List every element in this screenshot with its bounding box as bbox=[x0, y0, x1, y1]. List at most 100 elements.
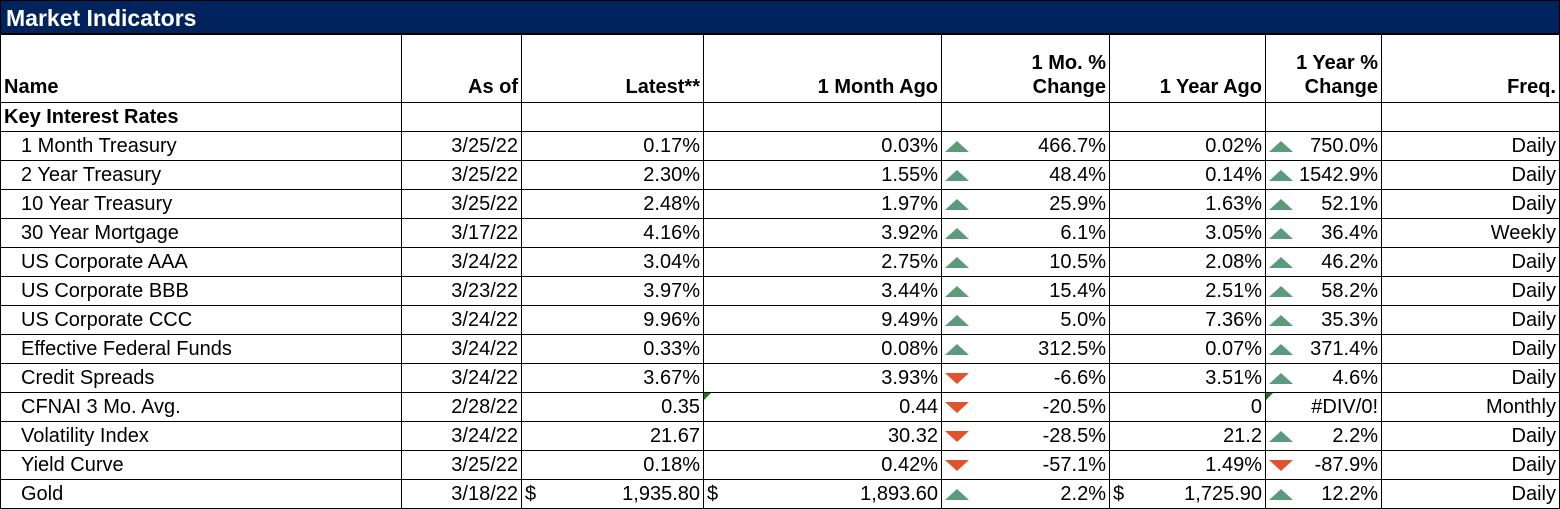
cell-latest[interactable]: 0.35 bbox=[521, 392, 704, 422]
cell-yr-change[interactable]: 46.2% bbox=[1265, 247, 1382, 277]
cell-freq[interactable]: Daily bbox=[1381, 160, 1560, 190]
cell-yr-change[interactable]: -87.9% bbox=[1265, 450, 1382, 480]
cell-freq[interactable]: Daily bbox=[1381, 247, 1560, 277]
cell-month-ago[interactable]: 0.08% bbox=[703, 334, 942, 364]
cell-month-ago[interactable]: 0.44 bbox=[703, 392, 942, 422]
cell-name[interactable]: 10 Year Treasury bbox=[0, 189, 402, 219]
sheet-title[interactable]: Market Indicators bbox=[0, 0, 1560, 34]
cell-freq[interactable]: Daily bbox=[1381, 131, 1560, 161]
cell-latest[interactable]: 2.48% bbox=[521, 189, 704, 219]
cell-as-of[interactable]: 3/25/22 bbox=[401, 450, 522, 480]
cell-month-ago[interactable]: 1.97% bbox=[703, 189, 942, 219]
cell-latest[interactable]: 21.67 bbox=[521, 421, 704, 451]
section-cell[interactable] bbox=[401, 102, 522, 132]
cell-mo-change[interactable]: -20.5% bbox=[941, 392, 1110, 422]
cell-yr-change[interactable]: 1542.9% bbox=[1265, 160, 1382, 190]
header-name[interactable]: Name bbox=[0, 34, 402, 103]
cell-yr-change[interactable]: 36.4% bbox=[1265, 218, 1382, 248]
cell-latest[interactable]: 3.04% bbox=[521, 247, 704, 277]
cell-year-ago[interactable]: $1,725.90 bbox=[1109, 479, 1266, 509]
cell-month-ago[interactable]: 3.92% bbox=[703, 218, 942, 248]
section-cell[interactable] bbox=[703, 102, 942, 132]
cell-name[interactable]: 30 Year Mortgage bbox=[0, 218, 402, 248]
cell-latest[interactable]: 0.18% bbox=[521, 450, 704, 480]
cell-latest[interactable]: $1,935.80 bbox=[521, 479, 704, 509]
cell-year-ago[interactable]: 21.2 bbox=[1109, 421, 1266, 451]
cell-name[interactable]: Volatility Index bbox=[0, 421, 402, 451]
cell-freq[interactable]: Daily bbox=[1381, 363, 1560, 393]
cell-year-ago[interactable]: 0.07% bbox=[1109, 334, 1266, 364]
cell-freq[interactable]: Monthly bbox=[1381, 392, 1560, 422]
section-cell[interactable] bbox=[1381, 102, 1560, 132]
cell-year-ago[interactable]: 0 bbox=[1109, 392, 1266, 422]
cell-mo-change[interactable]: 466.7% bbox=[941, 131, 1110, 161]
cell-name[interactable]: Yield Curve bbox=[0, 450, 402, 480]
cell-latest[interactable]: 9.96% bbox=[521, 305, 704, 335]
cell-mo-change[interactable]: 10.5% bbox=[941, 247, 1110, 277]
cell-as-of[interactable]: 3/23/22 bbox=[401, 276, 522, 306]
cell-freq[interactable]: Daily bbox=[1381, 421, 1560, 451]
cell-freq[interactable]: Daily bbox=[1381, 276, 1560, 306]
cell-latest[interactable]: 0.17% bbox=[521, 131, 704, 161]
cell-yr-change[interactable]: 2.2% bbox=[1265, 421, 1382, 451]
cell-latest[interactable]: 3.67% bbox=[521, 363, 704, 393]
cell-as-of[interactable]: 3/25/22 bbox=[401, 131, 522, 161]
cell-yr-change[interactable]: 52.1% bbox=[1265, 189, 1382, 219]
cell-year-ago[interactable]: 2.51% bbox=[1109, 276, 1266, 306]
cell-freq[interactable]: Daily bbox=[1381, 305, 1560, 335]
cell-year-ago[interactable]: 3.51% bbox=[1109, 363, 1266, 393]
cell-mo-change[interactable]: 6.1% bbox=[941, 218, 1110, 248]
section-cell[interactable] bbox=[941, 102, 1110, 132]
header-latest[interactable]: Latest** bbox=[521, 34, 704, 103]
cell-yr-change[interactable]: 58.2% bbox=[1265, 276, 1382, 306]
cell-as-of[interactable]: 3/24/22 bbox=[401, 247, 522, 277]
cell-yr-change[interactable]: #DIV/0! bbox=[1265, 392, 1382, 422]
cell-month-ago[interactable]: 1.55% bbox=[703, 160, 942, 190]
cell-latest[interactable]: 2.30% bbox=[521, 160, 704, 190]
cell-name[interactable]: Effective Federal Funds bbox=[0, 334, 402, 364]
cell-as-of[interactable]: 3/24/22 bbox=[401, 363, 522, 393]
cell-name[interactable]: US Corporate BBB bbox=[0, 276, 402, 306]
cell-year-ago[interactable]: 0.14% bbox=[1109, 160, 1266, 190]
cell-mo-change[interactable]: 312.5% bbox=[941, 334, 1110, 364]
cell-name[interactable]: Credit Spreads bbox=[0, 363, 402, 393]
cell-month-ago[interactable]: $1,893.60 bbox=[703, 479, 942, 509]
cell-year-ago[interactable]: 2.08% bbox=[1109, 247, 1266, 277]
cell-month-ago[interactable]: 9.49% bbox=[703, 305, 942, 335]
cell-yr-change[interactable]: 35.3% bbox=[1265, 305, 1382, 335]
cell-month-ago[interactable]: 3.93% bbox=[703, 363, 942, 393]
cell-mo-change[interactable]: 5.0% bbox=[941, 305, 1110, 335]
cell-name[interactable]: US Corporate AAA bbox=[0, 247, 402, 277]
cell-name[interactable]: 2 Year Treasury bbox=[0, 160, 402, 190]
cell-yr-change[interactable]: 750.0% bbox=[1265, 131, 1382, 161]
cell-name[interactable]: US Corporate CCC bbox=[0, 305, 402, 335]
section-cell[interactable] bbox=[1265, 102, 1382, 132]
cell-month-ago[interactable]: 0.42% bbox=[703, 450, 942, 480]
cell-name[interactable]: Gold bbox=[0, 479, 402, 509]
cell-month-ago[interactable]: 3.44% bbox=[703, 276, 942, 306]
cell-as-of[interactable]: 3/24/22 bbox=[401, 305, 522, 335]
cell-yr-change[interactable]: 371.4% bbox=[1265, 334, 1382, 364]
cell-as-of[interactable]: 3/18/22 bbox=[401, 479, 522, 509]
cell-year-ago[interactable]: 0.02% bbox=[1109, 131, 1266, 161]
cell-name[interactable]: CFNAI 3 Mo. Avg. bbox=[0, 392, 402, 422]
section-cell[interactable] bbox=[521, 102, 704, 132]
cell-year-ago[interactable]: 1.49% bbox=[1109, 450, 1266, 480]
cell-freq[interactable]: Daily bbox=[1381, 479, 1560, 509]
cell-as-of[interactable]: 3/25/22 bbox=[401, 189, 522, 219]
cell-freq[interactable]: Daily bbox=[1381, 189, 1560, 219]
cell-latest[interactable]: 4.16% bbox=[521, 218, 704, 248]
cell-yr-change[interactable]: 4.6% bbox=[1265, 363, 1382, 393]
cell-freq[interactable]: Daily bbox=[1381, 450, 1560, 480]
cell-latest[interactable]: 3.97% bbox=[521, 276, 704, 306]
header-yr-change[interactable]: 1 Year % Change bbox=[1265, 34, 1382, 103]
cell-month-ago[interactable]: 30.32 bbox=[703, 421, 942, 451]
header-mo-change[interactable]: 1 Mo. % Change bbox=[941, 34, 1110, 103]
cell-name[interactable]: 1 Month Treasury bbox=[0, 131, 402, 161]
cell-month-ago[interactable]: 2.75% bbox=[703, 247, 942, 277]
cell-mo-change[interactable]: -57.1% bbox=[941, 450, 1110, 480]
cell-mo-change[interactable]: 15.4% bbox=[941, 276, 1110, 306]
section-label[interactable]: Key Interest Rates bbox=[0, 102, 402, 132]
cell-latest[interactable]: 0.33% bbox=[521, 334, 704, 364]
section-cell[interactable] bbox=[1109, 102, 1266, 132]
